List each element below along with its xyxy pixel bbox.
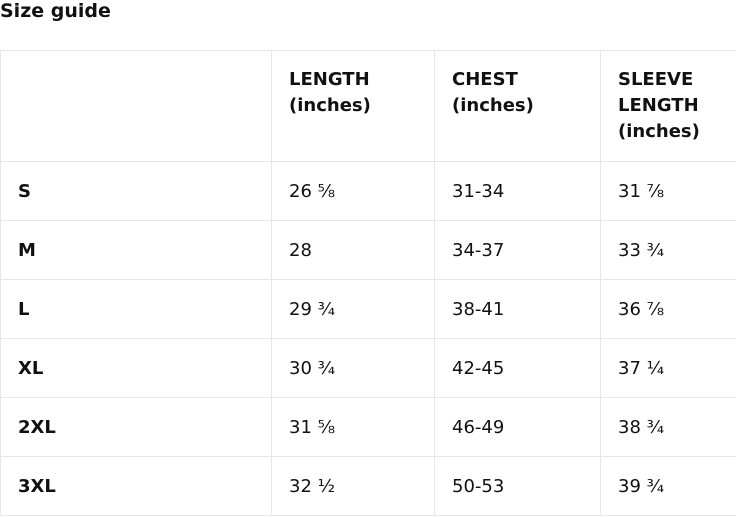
table-body: S 26 ⅝ 31-34 31 ⅞ M 28 34-37 33 ¾ L 29 ¾ 38-41 36 ⅞… [0, 161, 736, 516]
column-header: CHEST (inches) [434, 50, 601, 162]
size-label: XL [0, 338, 272, 398]
size-label: M [0, 220, 272, 280]
measurement: 39 ¾ [600, 456, 736, 516]
measurement: 26 ⅝ [271, 161, 435, 221]
measurement: 31 ⅝ [271, 397, 435, 457]
measurement: 32 ½ [271, 456, 435, 516]
measurement: 28 [271, 220, 435, 280]
table-row: 3XL 32 ½ 50-53 39 ¾ [0, 456, 736, 516]
size-table: LENGTH (inches) CHEST (inches) SLEEVE LENG… [0, 50, 736, 516]
measurement: 36 ⅞ [600, 279, 736, 339]
column-header: LENGTH (inches) [271, 50, 435, 162]
measurement: 33 ¾ [600, 220, 736, 280]
measurement: 50-53 [434, 456, 601, 516]
header-row: LENGTH (inches) CHEST (inches) SLEEVE LENG… [0, 50, 736, 162]
table-row: 2XL 31 ⅝ 46-49 38 ¾ [0, 397, 736, 457]
measurement: 46-49 [434, 397, 601, 457]
column-header: SLEEVE LENGTH (inches) [600, 50, 736, 162]
table-row: XL 30 ¾ 42-45 37 ¼ [0, 338, 736, 398]
table-row: L 29 ¾ 38-41 36 ⅞ [0, 279, 736, 339]
measurement: 34-37 [434, 220, 601, 280]
measurement: 30 ¾ [271, 338, 435, 398]
measurement: 29 ¾ [271, 279, 435, 339]
measurement: 38 ¾ [600, 397, 736, 457]
measurement: 38-41 [434, 279, 601, 339]
table-head: LENGTH (inches) CHEST (inches) SLEEVE LENG… [0, 50, 736, 162]
measurement: 31-34 [434, 161, 601, 221]
size-label: L [0, 279, 272, 339]
size-label: 2XL [0, 397, 272, 457]
table-row: M 28 34-37 33 ¾ [0, 220, 736, 280]
title: Size guide [0, 0, 111, 22]
measurement: 42-45 [434, 338, 601, 398]
size-label: 3XL [0, 456, 272, 516]
measurement: 37 ¼ [600, 338, 736, 398]
table-row: S 26 ⅝ 31-34 31 ⅞ [0, 161, 736, 221]
corner-cell [0, 50, 272, 162]
size-label: S [0, 161, 272, 221]
measurement: 31 ⅞ [600, 161, 736, 221]
